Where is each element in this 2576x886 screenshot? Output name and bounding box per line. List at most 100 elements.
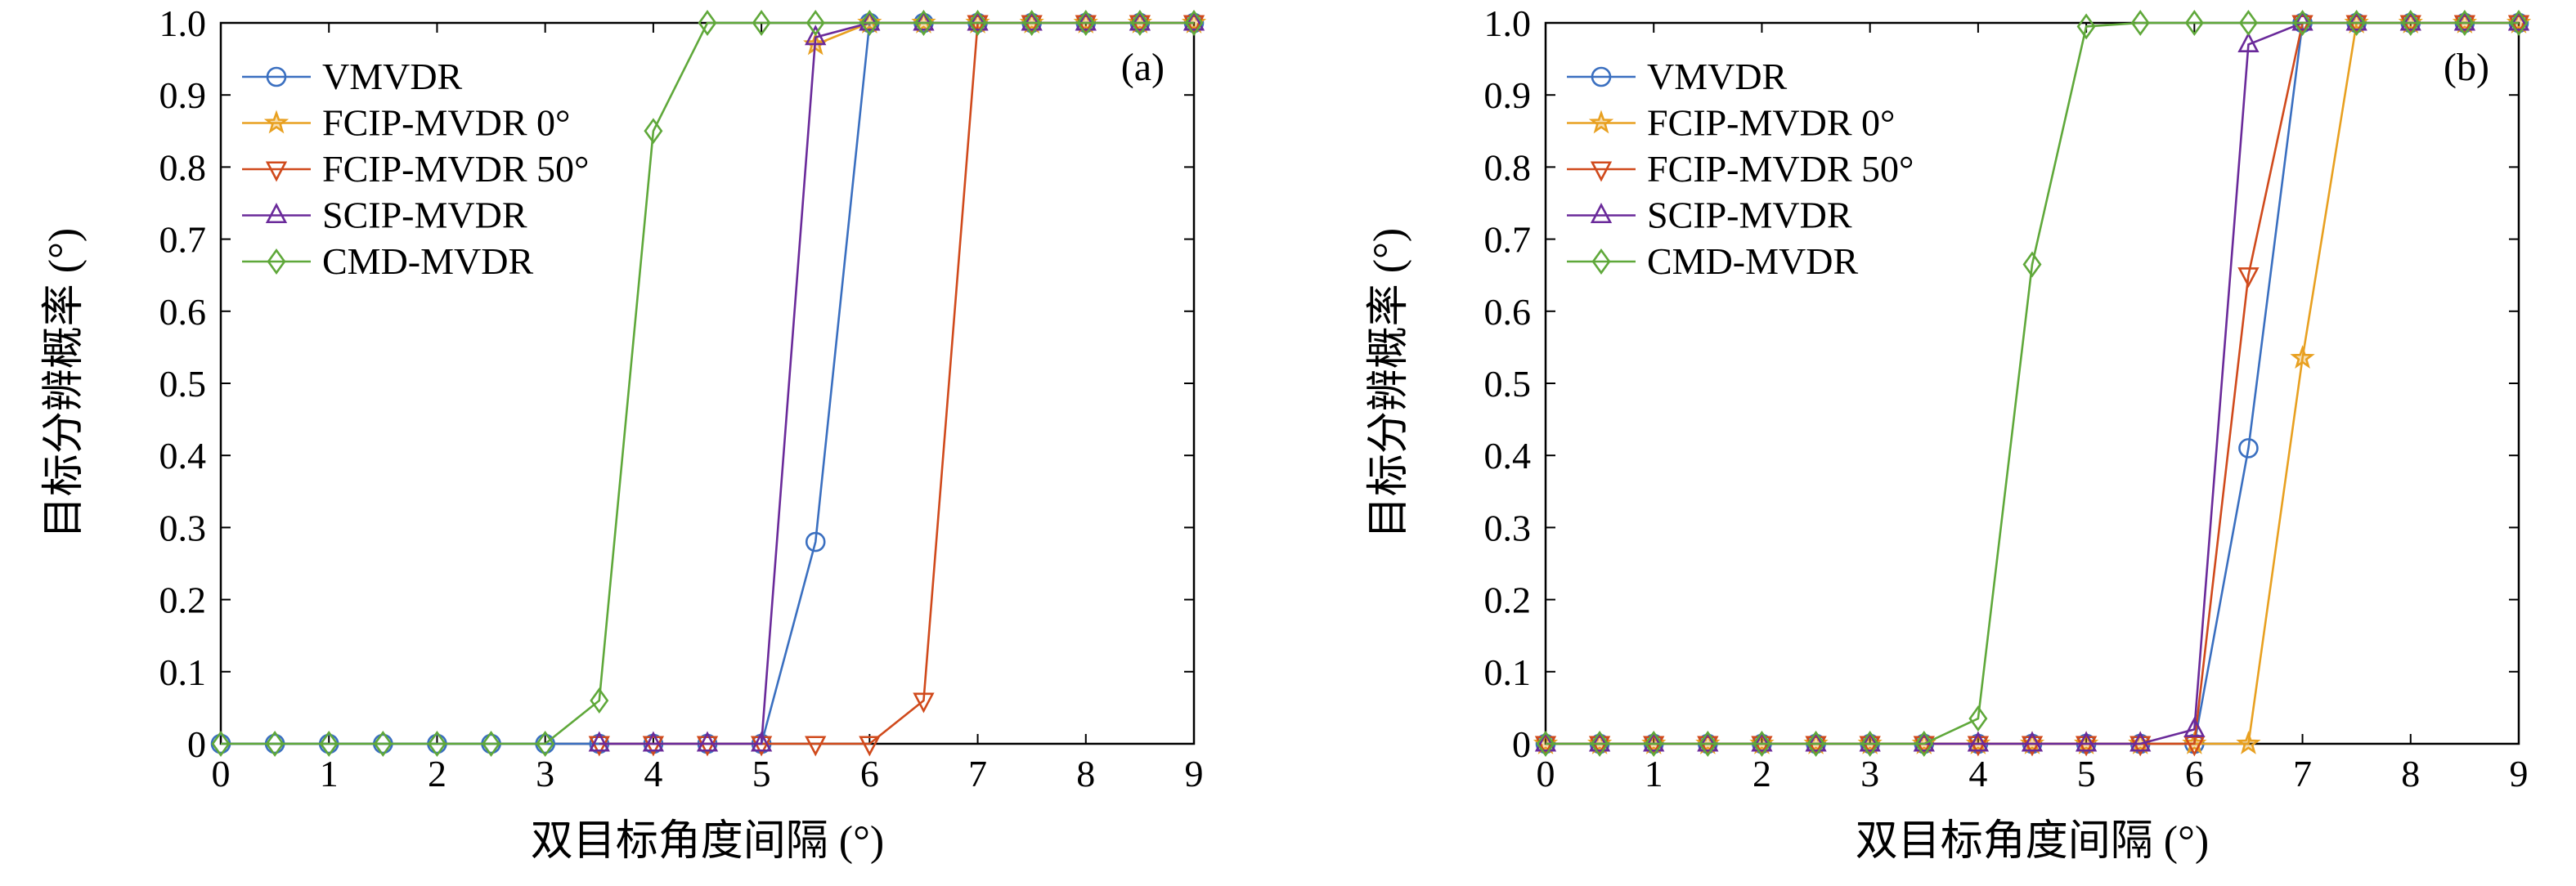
data-point-marker — [1697, 736, 1719, 757]
x-tick-label: 8 — [1076, 753, 1095, 794]
data-point-marker — [806, 10, 825, 36]
data-point-marker — [696, 736, 719, 757]
legend-marker — [265, 161, 288, 182]
legend-marker — [1590, 203, 1613, 224]
data-point-marker — [2507, 15, 2530, 36]
legend-label: VMVDR — [322, 56, 463, 97]
x-tick-label: 9 — [2510, 753, 2529, 794]
y-tick-label: 0.1 — [1484, 651, 1532, 693]
legend-label: CMD-MVDR — [1647, 240, 1858, 282]
y-tick-label: 1.0 — [1484, 2, 1532, 44]
legend-label: VMVDR — [1647, 56, 1788, 97]
y-axis-title: 目标分辨概率 (°) — [1366, 228, 1412, 539]
data-point-marker — [2130, 10, 2150, 36]
data-point-marker — [265, 731, 285, 757]
data-point-marker — [1075, 15, 1097, 36]
legend-marker — [1591, 66, 1612, 87]
x-axis-title: 双目标角度间隔 (°) — [531, 818, 884, 865]
y-tick-label: 0.4 — [159, 435, 207, 477]
x-tick-label: 7 — [2293, 753, 2312, 794]
data-point-marker — [2290, 345, 2315, 369]
x-axis-title: 双目标角度间隔 (°) — [1856, 818, 2209, 865]
y-tick-label: 1.0 — [159, 2, 207, 44]
y-tick-label: 0.5 — [159, 363, 207, 405]
data-point-marker — [1534, 736, 1557, 757]
data-point-marker — [967, 10, 989, 31]
data-point-marker — [913, 692, 935, 714]
x-tick-label: 0 — [212, 753, 231, 794]
y-axis-title: 目标分辨概率 (°) — [41, 228, 88, 539]
data-point-marker — [319, 731, 339, 757]
data-point-marker — [2021, 731, 2044, 752]
y-tick-label: 0.6 — [1484, 291, 1532, 333]
data-point-marker — [1751, 731, 1773, 752]
x-tick-label: 7 — [968, 753, 987, 794]
data-point-marker — [1859, 736, 1881, 757]
series-line — [599, 21, 1194, 745]
data-point-marker — [1967, 736, 1990, 757]
x-tick-label: 5 — [2077, 753, 2096, 794]
series-cmd-mvdr — [211, 10, 1204, 757]
legend-label: FCIP-MVDR 50° — [1647, 148, 1914, 190]
data-point-marker — [1022, 10, 1042, 36]
data-point-marker — [2453, 10, 2476, 31]
data-point-marker — [1644, 731, 1663, 757]
data-point-marker — [1751, 736, 1773, 757]
data-point-marker — [1914, 731, 1934, 757]
data-point-marker — [2453, 15, 2476, 36]
legend-label: CMD-MVDR — [322, 240, 533, 282]
legend-label: FCIP-MVDR 50° — [322, 148, 589, 190]
legend-marker — [1591, 248, 1611, 275]
y-tick-label: 0.1 — [159, 651, 207, 693]
data-point-marker — [2076, 13, 2096, 40]
panel-label: (b) — [2444, 46, 2489, 89]
x-tick-label: 6 — [2185, 753, 2204, 794]
data-point-marker — [1590, 731, 1609, 757]
y-tick-label: 0.8 — [159, 146, 207, 188]
y-tick-label: 0.9 — [1484, 74, 1532, 116]
legend-label: FCIP-MVDR 0° — [322, 102, 570, 144]
data-point-marker — [1698, 731, 1717, 757]
data-point-marker — [2401, 10, 2421, 36]
data-point-marker — [805, 736, 827, 757]
x-tick-label: 1 — [1645, 753, 1663, 794]
data-point-marker — [588, 736, 610, 757]
data-point-marker — [859, 10, 881, 31]
legend: VMVDR FCIP-MVDR 0°FCIP-MVDR 50° SCIP-MVDRC… — [242, 56, 589, 282]
data-point-marker — [1183, 10, 1205, 31]
data-point-marker — [1806, 731, 1826, 757]
data-point-marker — [2237, 267, 2260, 289]
data-point-marker — [752, 10, 771, 36]
data-point-marker — [1075, 10, 1097, 31]
x-tick-label: 6 — [860, 753, 879, 794]
legend-marker — [1590, 161, 1613, 182]
series-line — [1546, 21, 2519, 745]
data-point-marker — [2184, 10, 2204, 36]
data-point-marker — [427, 731, 447, 757]
y-tick-label: 0.6 — [159, 291, 207, 333]
legend-marker — [263, 110, 289, 134]
data-point-marker — [1130, 10, 1150, 36]
data-point-marker — [644, 118, 663, 145]
x-tick-label: 2 — [428, 753, 447, 794]
data-point-marker — [536, 731, 555, 757]
data-point-marker — [588, 731, 610, 752]
data-point-marker — [2022, 251, 2042, 278]
data-point-marker — [698, 10, 717, 36]
data-point-marker — [1913, 736, 1935, 757]
y-tick-label: 0.7 — [159, 219, 207, 261]
data-point-marker — [1860, 731, 1880, 757]
data-point-marker — [2021, 736, 2044, 757]
data-point-marker — [1129, 15, 1151, 36]
data-point-marker — [805, 25, 827, 46]
data-point-marker — [1588, 736, 1611, 757]
y-tick-label: 0.3 — [159, 507, 207, 548]
chart-panel-1: 0 1 2 3 4 5 6 7 8 9 0 0.1 0.2 0.3 0.4 0.5 0.6 0.7 0.8 0.9 1.… — [41, 2, 1207, 865]
y-tick-label: 0.4 — [1484, 435, 1532, 477]
data-point-marker — [2399, 10, 2421, 31]
data-point-marker — [859, 10, 879, 36]
data-point-marker — [211, 731, 231, 757]
legend: VMVDR FCIP-MVDR 0°FCIP-MVDR 50° SCIP-MVDRC… — [1567, 56, 1914, 282]
x-tick-label: 5 — [752, 753, 771, 794]
